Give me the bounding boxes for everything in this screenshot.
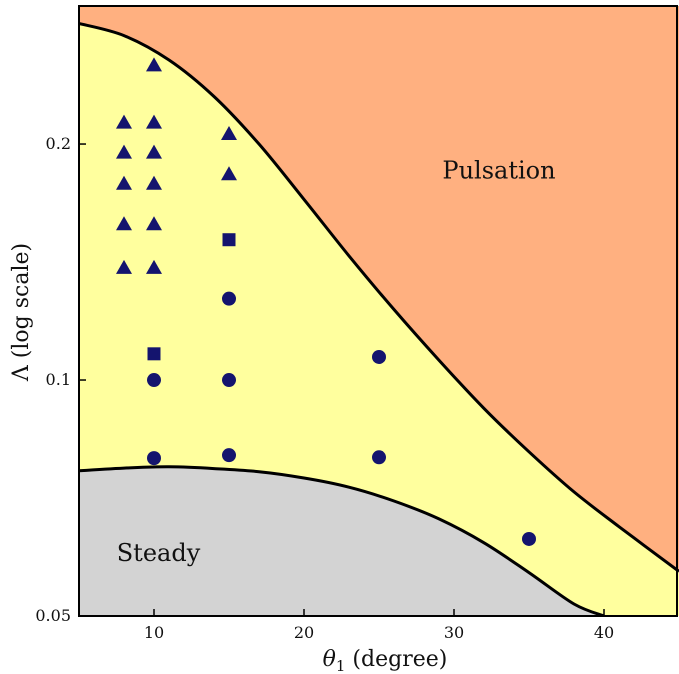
circle-marker	[147, 451, 161, 466]
triangle-marker	[146, 259, 162, 274]
plot-frame	[78, 5, 678, 617]
triangle-marker	[221, 125, 237, 140]
steady-region	[79, 466, 604, 616]
x-tick-label: 20	[294, 623, 314, 642]
upper-boundary-curve	[79, 22, 679, 573]
triangle-marker	[116, 144, 132, 159]
lower-boundary-curve	[79, 465, 605, 616]
triangle-marker	[146, 57, 162, 72]
steady-label: Steady	[117, 539, 201, 567]
x-tick-label: 10	[144, 623, 164, 642]
triangle-marker	[116, 175, 132, 190]
x-axis-label: θ1 (degree)	[323, 647, 448, 674]
pulsation-region	[79, 6, 679, 572]
y-tick-label: 0.05	[35, 606, 71, 625]
square-marker	[222, 233, 236, 247]
circle-marker	[147, 373, 161, 388]
circle-marker	[222, 373, 236, 388]
triangle-marker	[116, 114, 132, 129]
triangle-marker	[116, 216, 132, 231]
triangle-marker	[221, 166, 237, 181]
y-axis-ticks: 0.05 0.1 0.2	[35, 134, 86, 625]
circle-marker	[372, 450, 386, 465]
x-axis-ticks: 10 20 30 40	[144, 609, 614, 642]
y-tick-label: 0.2	[46, 134, 71, 153]
triangle-marker	[146, 216, 162, 231]
pulsation-label: Pulsation	[442, 157, 555, 185]
x-tick-label: 30	[444, 623, 464, 642]
triangle-marker	[146, 175, 162, 190]
circle-marker	[522, 531, 536, 546]
triangle-marker	[146, 144, 162, 159]
x-tick-label: 40	[594, 623, 614, 642]
square-marker	[147, 347, 161, 361]
circle-marker	[222, 291, 236, 306]
circle-marker	[222, 448, 236, 463]
y-tick-label: 0.1	[46, 370, 71, 389]
data-markers	[116, 57, 536, 546]
triangle-marker	[116, 259, 132, 274]
y-axis-label: Λ (log scale)	[9, 243, 34, 382]
triangle-marker	[146, 114, 162, 129]
circle-marker	[372, 349, 386, 364]
